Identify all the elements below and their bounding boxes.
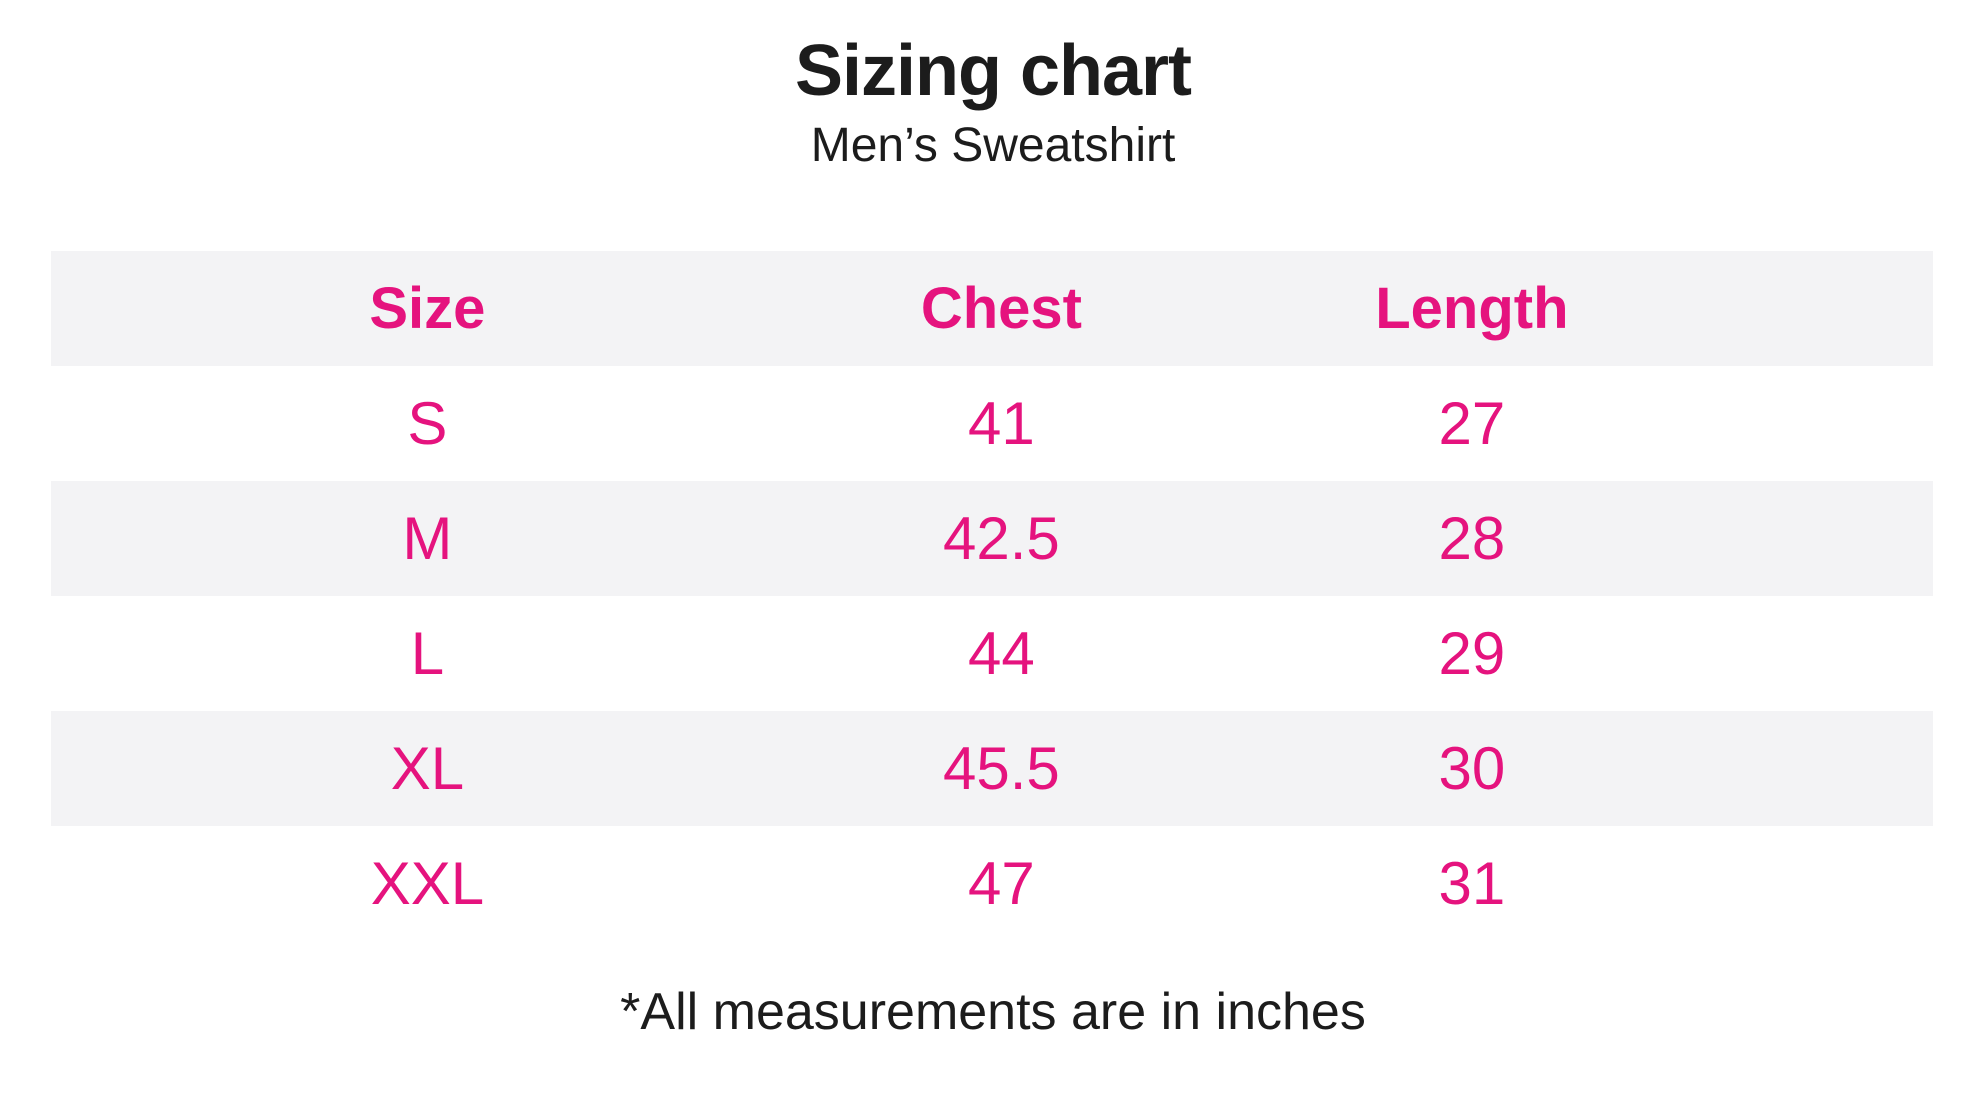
- cell-length: 28: [1438, 504, 1506, 572]
- cell-chest: 41: [968, 389, 1035, 457]
- header-chest: Chest: [920, 275, 1082, 341]
- cell-size: XL: [390, 734, 465, 802]
- header-size: Size: [369, 275, 486, 341]
- cell-size: L: [410, 619, 445, 687]
- cell-length: 31: [1438, 849, 1506, 917]
- measurements-footnote: *All measurements are in inches: [620, 983, 1366, 1041]
- cell-chest: 42.5: [943, 504, 1060, 572]
- table-row-xl: XL 45.5 30: [51, 711, 1933, 826]
- header-length: Length: [1375, 275, 1569, 341]
- table-row-l: L 44 29: [51, 596, 1933, 711]
- cell-size: XXL: [370, 849, 485, 917]
- cell-length: 30: [1438, 734, 1506, 802]
- cell-size: S: [407, 389, 448, 457]
- page-title: Sizing chart: [794, 31, 1192, 111]
- cell-size: M: [402, 504, 453, 572]
- table-row-s: S 41 27: [51, 366, 1933, 481]
- cell-length: 27: [1438, 389, 1506, 457]
- table-row-xxl: XXL 47 31: [51, 826, 1933, 941]
- table-header-row: Size Chest Length: [51, 251, 1933, 366]
- cell-chest: 44: [968, 619, 1035, 687]
- sizing-table: Size Chest Length S 41 27 M 42.5 28 L 44…: [51, 251, 1933, 941]
- table-row-m: M 42.5 28: [51, 481, 1933, 596]
- cell-chest: 45.5: [943, 734, 1060, 802]
- cell-length: 29: [1438, 619, 1506, 687]
- cell-chest: 47: [968, 849, 1035, 917]
- page-subtitle: Men’s Sweatshirt: [810, 119, 1176, 172]
